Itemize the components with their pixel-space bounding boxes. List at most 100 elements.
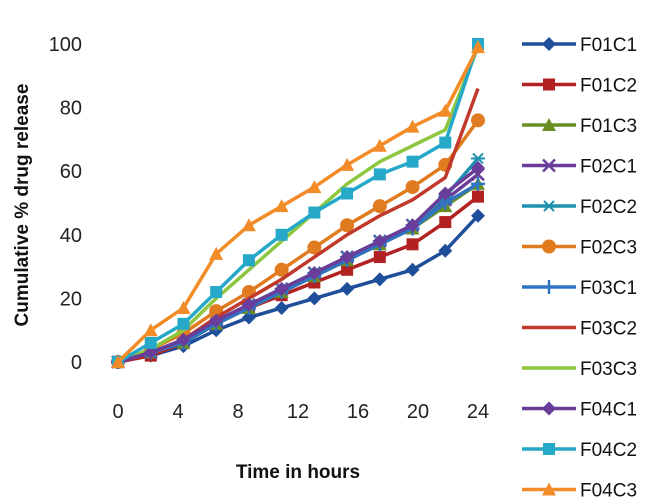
legend-label: F04C2	[580, 440, 637, 461]
data-point	[542, 239, 556, 254]
legend-label: F01C2	[580, 76, 637, 97]
data-point	[274, 199, 289, 213]
data-point	[372, 138, 387, 152]
data-point	[439, 136, 452, 149]
data-point	[438, 243, 453, 258]
series-layer	[111, 38, 485, 369]
legend-label: F03C1	[580, 278, 637, 299]
x-tick-label: 20	[407, 401, 429, 423]
legend-item: F02C1	[522, 157, 637, 178]
data-point	[340, 218, 355, 233]
x-axis-title: Time in hours	[236, 462, 360, 483]
data-point	[143, 323, 158, 337]
legend-item: F04C1	[522, 400, 637, 421]
legend-item: F03C3	[522, 359, 637, 380]
data-point	[241, 310, 256, 325]
data-point	[405, 119, 420, 133]
data-point	[405, 218, 420, 233]
data-point	[340, 157, 355, 171]
data-point	[307, 291, 322, 306]
data-point	[143, 345, 158, 360]
data-point	[406, 238, 419, 251]
data-point	[542, 200, 556, 212]
legend-label: F02C2	[580, 197, 637, 218]
y-tick-label: 0	[71, 352, 82, 374]
data-point	[542, 401, 556, 416]
data-point	[542, 37, 556, 51]
x-tick-label: 0	[112, 401, 123, 423]
legend-label: F04C3	[580, 481, 637, 502]
data-point	[340, 250, 355, 265]
legend-item: F01C2	[522, 76, 637, 97]
data-point	[438, 103, 453, 117]
legend-label: F04C1	[580, 400, 637, 421]
series-line	[117, 46, 480, 364]
data-point	[340, 281, 355, 296]
data-point	[274, 300, 289, 315]
data-point	[542, 118, 556, 131]
data-point	[471, 176, 485, 191]
legend-label: F01C1	[580, 35, 637, 56]
data-point	[210, 286, 223, 299]
data-point	[438, 186, 453, 201]
data-point	[275, 228, 288, 241]
data-point	[111, 355, 125, 368]
y-tick-label: 80	[60, 98, 82, 120]
data-point	[471, 208, 485, 223]
x-axis-ticks: 0 4 8 12 16 20 24	[112, 401, 489, 423]
data-point	[405, 180, 420, 195]
y-tick-label: 40	[60, 225, 82, 247]
data-point	[274, 262, 289, 277]
x-tick-label: 8	[232, 401, 243, 423]
legend-label: F03C2	[580, 319, 637, 340]
legend-item: F02C3	[522, 238, 637, 259]
data-point	[471, 161, 485, 176]
data-point	[471, 40, 485, 54]
data-point	[242, 254, 255, 267]
data-point	[543, 78, 555, 91]
data-point	[144, 336, 157, 349]
legend-item: F01C3	[522, 116, 637, 137]
series-line	[117, 166, 480, 364]
legend-item: F03C1	[522, 278, 637, 299]
data-point	[307, 265, 322, 280]
y-tick-label: 60	[60, 161, 82, 183]
data-point	[471, 152, 485, 165]
data-point	[472, 190, 484, 203]
legend: F01C1 F01C2 F01C3 F02C1 F02C2 F02C3 F03C1 F03C2…	[522, 35, 637, 502]
y-tick-label: 100	[49, 34, 82, 56]
data-point	[308, 206, 321, 219]
data-point	[471, 113, 485, 128]
legend-label: F01C3	[580, 116, 637, 137]
x-tick-label: 12	[287, 401, 309, 423]
data-point	[274, 281, 289, 296]
data-point	[542, 280, 556, 294]
data-point	[176, 332, 191, 347]
data-point	[209, 313, 224, 328]
legend-label: F02C3	[580, 238, 637, 259]
data-point	[405, 262, 420, 277]
data-point	[241, 218, 256, 232]
data-point	[372, 234, 387, 249]
data-point	[176, 300, 191, 314]
data-point	[307, 240, 322, 255]
legend-label: F02C1	[580, 157, 637, 178]
legend-item: F03C2	[522, 319, 637, 340]
data-point	[307, 180, 322, 194]
data-point	[341, 187, 354, 200]
data-point	[542, 158, 556, 173]
y-tick-label: 20	[60, 288, 82, 310]
data-point	[372, 272, 387, 287]
series-f04c3	[111, 40, 485, 368]
data-point	[543, 443, 555, 455]
legend-item: F04C2	[522, 440, 637, 461]
series-f04c1	[111, 161, 485, 369]
data-point	[372, 199, 387, 214]
x-tick-label: 16	[347, 401, 369, 423]
x-tick-label: 24	[467, 401, 489, 423]
data-point	[373, 251, 386, 264]
y-axis-title: Cumulative % drug release	[12, 84, 33, 327]
series-f03c3	[117, 46, 480, 364]
data-point	[177, 317, 190, 330]
